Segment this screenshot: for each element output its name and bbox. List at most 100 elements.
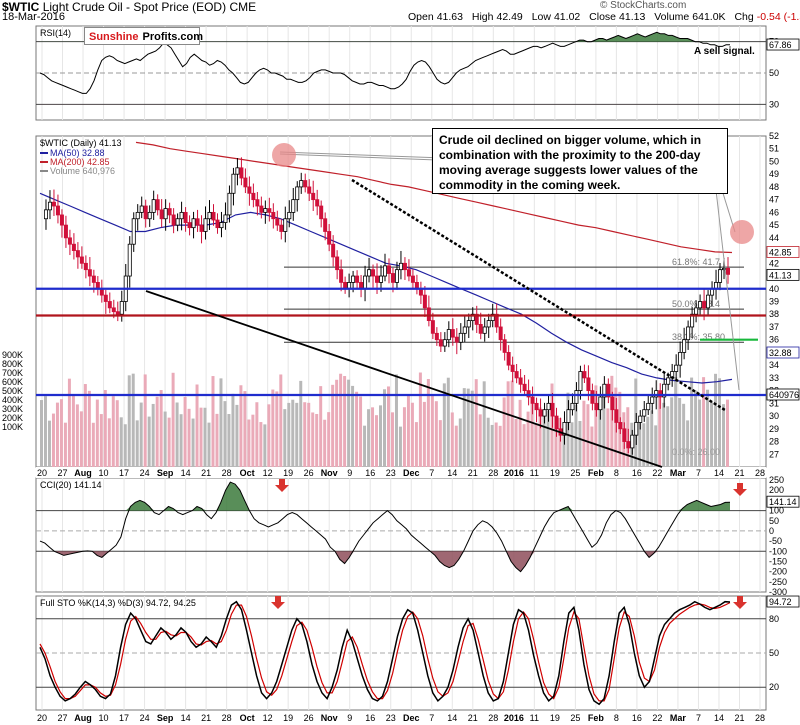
sto-last-box [766, 595, 800, 608]
x-tick-bottom: 26 [304, 713, 314, 723]
candle-body [219, 222, 224, 229]
candle-body [474, 313, 479, 325]
volume-bar [59, 399, 63, 467]
candle-body [315, 199, 320, 207]
candle-body [462, 326, 467, 334]
candle-body [283, 218, 288, 232]
x-tick-bottom: 28 [755, 713, 765, 723]
volume-bar [658, 393, 662, 467]
candle-body [718, 269, 723, 283]
candle-body [394, 269, 399, 283]
x-tick-top: 22 [652, 468, 662, 478]
candle-body [59, 214, 64, 226]
candle-body [666, 377, 671, 385]
x-tick-bottom: Aug [74, 713, 92, 723]
volume-bar [71, 394, 75, 467]
candle-body [606, 383, 611, 398]
candle-body [267, 208, 272, 213]
volume-label: Volume [654, 11, 690, 23]
x-tick-top: Feb [588, 468, 605, 478]
x-tick-top: 11 [530, 468, 539, 478]
logo-part2: Profits.com [142, 31, 204, 43]
candle-body [199, 224, 204, 232]
candle-body [726, 267, 731, 275]
x-tick-bottom: 7 [429, 713, 434, 723]
cci-ytick: 100 [769, 506, 784, 516]
volume-ytick: 100K [2, 422, 23, 432]
rsi-line [39, 31, 730, 94]
x-tick-top: 14 [447, 468, 457, 478]
volume-bar [510, 380, 514, 467]
cci-arrow-march [733, 489, 747, 496]
candle-body [590, 390, 595, 404]
candle-body [454, 336, 459, 343]
volume-bar [383, 389, 386, 467]
volume-bar [454, 425, 458, 467]
volume-bar [83, 384, 87, 467]
candle-body [375, 275, 380, 283]
cci-ytick: -150 [769, 556, 787, 566]
candle-body [426, 307, 431, 321]
x-tick-top: Sep [157, 468, 174, 478]
volume-bar [235, 404, 239, 467]
volume-value-badge-box [766, 388, 800, 401]
candle-body [598, 396, 603, 411]
candle-body [43, 209, 48, 220]
volume-bar [379, 405, 383, 467]
volume-bar [470, 390, 474, 467]
candle-body [319, 205, 324, 220]
close-value-badge-box [766, 268, 800, 281]
volume-bar [406, 394, 410, 467]
candle-body [702, 301, 707, 309]
chg-value: -0.54 (-1.30%) [756, 11, 800, 23]
x-tick-top: 7 [429, 468, 434, 478]
candle-body [438, 339, 443, 347]
volume-bar [718, 378, 722, 467]
rsi-overbought-fill [40, 32, 730, 42]
candle-body [694, 307, 699, 315]
candle-body [327, 231, 332, 245]
volume-bar [438, 420, 442, 467]
cci-line [39, 481, 731, 573]
x-tick-bottom: Mar [670, 713, 687, 723]
candle-body [662, 383, 667, 398]
price-ytick: 48 [769, 182, 779, 192]
fib-00-label: 0.0%: 26.00 [672, 447, 720, 457]
x-tick-top: 10 [99, 468, 109, 478]
candle-body [642, 409, 647, 417]
candle-body [634, 422, 639, 436]
volume-bar [163, 411, 167, 467]
candle-body [574, 390, 579, 404]
candle-body [618, 422, 623, 430]
high-value: 42.49 [496, 11, 523, 23]
volume-ytick: 700K [2, 368, 23, 378]
x-tick-top: 25 [570, 468, 580, 478]
analysis-callout: Crude oil declined on bigger volume, whi… [432, 128, 728, 194]
candle-body [506, 352, 511, 366]
volume-bar [550, 383, 554, 467]
x-tick-top: 26 [304, 468, 314, 478]
volume-bar [642, 423, 646, 467]
volume-bar [275, 391, 279, 467]
candle-body [650, 396, 655, 404]
volume-bar [287, 402, 291, 467]
x-tick-bottom: 2016 [504, 713, 524, 723]
volume-bar [331, 384, 335, 467]
candle-body [351, 275, 356, 283]
x-tick-top: 14 [714, 468, 724, 478]
volume-bar [115, 400, 119, 467]
candle-body [151, 199, 156, 213]
volume-bar [610, 375, 614, 467]
close-value-badge: 41.13 [769, 270, 792, 280]
volume-bar [502, 397, 506, 467]
exchange: CME [229, 0, 257, 14]
x-tick-top: Nov [321, 468, 338, 478]
chg-label: Chg [734, 11, 754, 23]
candle-body [554, 415, 559, 430]
cci-ytick: -300 [769, 587, 787, 597]
volume-bar [518, 399, 522, 467]
volume-value-badge: 640976 [769, 390, 799, 400]
volume-bar [390, 412, 394, 467]
open-value: 41.63 [436, 11, 463, 23]
